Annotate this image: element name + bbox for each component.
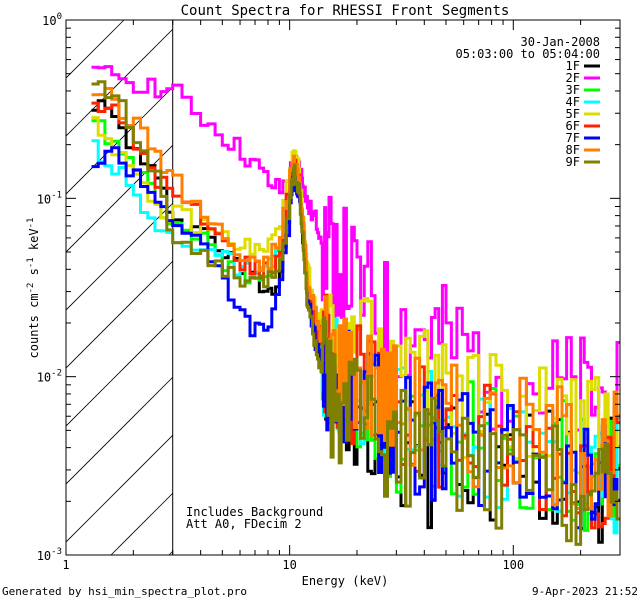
x-axis-label: Energy (keV)	[302, 574, 389, 588]
hatch-line	[66, 20, 241, 195]
hatched-region	[66, 20, 620, 555]
y-tick-label: 10-2	[37, 369, 62, 385]
annotation-attenuator: Att A0, FDecim 2	[186, 517, 302, 531]
axis-ticks: 1 10 100 10-3 10-2 10-1 100	[37, 12, 621, 572]
y-label-mid2: keV	[27, 228, 41, 257]
y-label-exp1: -2	[26, 283, 36, 294]
series-line-2F	[91, 65, 620, 466]
time-range-label: 05:03:00 to 05:04:00	[456, 47, 601, 61]
x-tick-label: 100	[502, 558, 524, 572]
plot-frame	[65, 19, 621, 556]
y-label-base: counts cm	[27, 293, 41, 358]
y-label-exp2: -1	[26, 257, 36, 268]
series-line-9F	[91, 80, 620, 546]
footer-generated-by: Generated by hsi_min_spectra_plot.pro	[2, 585, 247, 598]
x-tick-label: 10	[282, 558, 296, 572]
legend-label-8F: 8F	[566, 143, 580, 157]
date-label: 30-Jan-2008	[521, 35, 600, 49]
annotation-background: Includes Background	[186, 505, 323, 519]
legend-label-9F: 9F	[566, 155, 580, 169]
y-label-mid1: s	[27, 268, 41, 282]
y-tick-label: 10-3	[37, 547, 62, 563]
series-line-7F	[91, 146, 620, 530]
legend-label-1F: 1F	[566, 59, 580, 73]
y-tick-label: 10-1	[37, 190, 62, 206]
y-axis-label: counts cm-2 s-1 keV-1	[26, 218, 41, 359]
y-label-exp3: -1	[26, 218, 36, 229]
legend-label-2F: 2F	[566, 71, 580, 85]
footer-timestamp: 9-Apr-2023 21:52	[532, 585, 638, 598]
legend-label-6F: 6F	[566, 119, 580, 133]
y-tick-label: 100	[42, 12, 62, 28]
legend-label-7F: 7F	[566, 131, 580, 145]
legend-label-5F: 5F	[566, 107, 580, 121]
series-layer	[91, 65, 620, 546]
legend-label-4F: 4F	[566, 95, 580, 109]
chart-title: Count Spectra for RHESSI Front Segments	[181, 3, 510, 19]
x-tick-label: 1	[62, 558, 69, 572]
legend-label-3F: 3F	[566, 83, 580, 97]
